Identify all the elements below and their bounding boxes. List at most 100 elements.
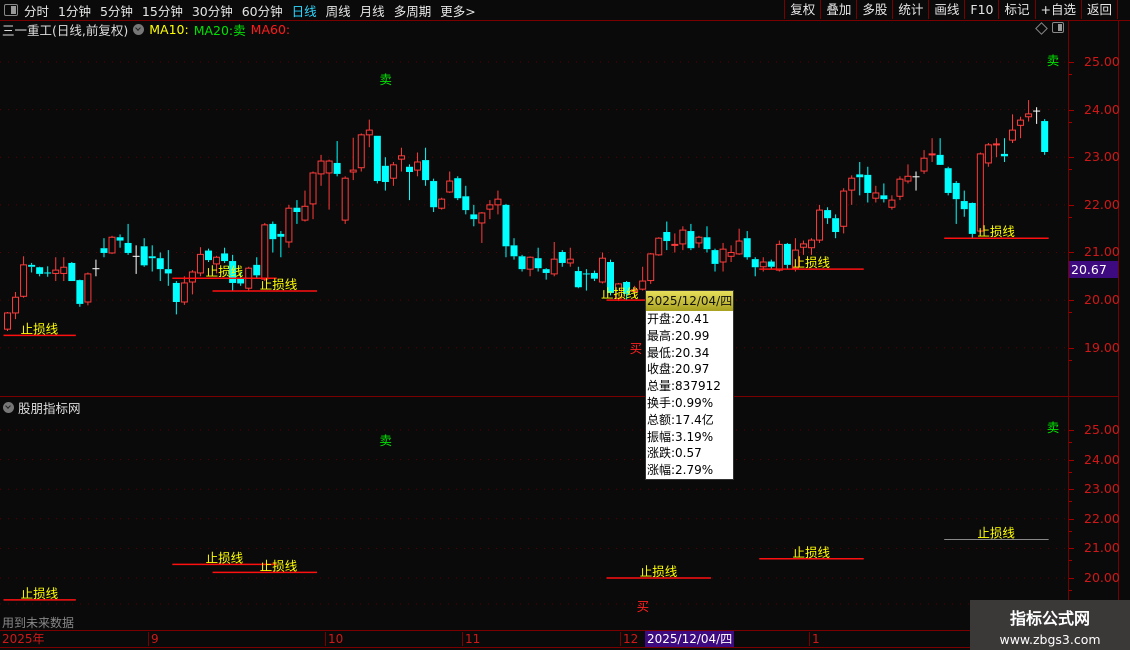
- candle-body-down: [824, 210, 832, 219]
- candle-body-flat: [92, 268, 100, 270]
- price-minor-tick: [1069, 501, 1072, 503]
- chart-title-bar: 三一重工(日线,前复权) MA10: MA20:卖 MA60:: [2, 21, 290, 38]
- indicator-pane-title: 股朋指标网: [2, 398, 81, 417]
- tooltip-row: 最高:20.99: [647, 328, 710, 343]
- period-tabs: 分时 1分钟 5分钟 15分钟 30分钟 60分钟 日线 周线 月线 多周期 更多>: [24, 1, 485, 20]
- candle-body-down: [140, 246, 148, 266]
- toolbar-button[interactable]: 标记: [998, 0, 1034, 19]
- candle-body-up: [759, 261, 767, 268]
- candle-body-down: [381, 165, 389, 183]
- price-tick: [1069, 62, 1074, 63]
- price-minor-tick: [1069, 560, 1072, 562]
- toolbar-button[interactable]: 叠加: [820, 0, 856, 19]
- period-tab[interactable]: 分时: [24, 3, 50, 19]
- period-tab[interactable]: 30分钟: [191, 3, 233, 19]
- candle-body-down: [237, 278, 245, 284]
- period-tab[interactable]: 日线: [291, 3, 317, 19]
- candle-body-up: [4, 312, 11, 330]
- candle-body-down: [832, 218, 840, 233]
- candle-body-down: [205, 250, 212, 261]
- period-tab[interactable]: 60分钟: [241, 3, 283, 19]
- candle-body-up: [478, 212, 486, 224]
- price-minor-tick: [1069, 359, 1072, 361]
- price-tick: [1069, 204, 1074, 206]
- price-tick-label: 22.00: [1084, 196, 1120, 212]
- price-tick: [1069, 578, 1074, 579]
- price-tick-label: 21.00: [1084, 540, 1120, 556]
- candle-body-down: [28, 264, 36, 267]
- candle-body-down: [293, 207, 301, 213]
- candle-body-up: [695, 236, 703, 244]
- ma20-label: MA20:卖: [194, 20, 246, 39]
- period-tab[interactable]: 15分钟: [141, 3, 183, 19]
- candle-body-down: [333, 162, 341, 174]
- candle-body-up: [389, 164, 397, 179]
- chevron-down-icon[interactable]: [133, 24, 145, 35]
- candle-body-up: [438, 198, 446, 209]
- period-tab[interactable]: 5分钟: [99, 3, 133, 19]
- candle-body-up: [180, 282, 188, 303]
- candle-body-up: [679, 229, 687, 245]
- period-tab[interactable]: 1分钟: [58, 3, 91, 19]
- pane-toggle-icon[interactable]: [1052, 22, 1064, 33]
- price-tick: [1069, 252, 1074, 254]
- candle-body-up: [639, 280, 647, 290]
- price-tick-label: 22.00: [1084, 510, 1120, 526]
- price-tick: [1069, 548, 1074, 550]
- stop-loss-label: 止损线: [977, 224, 1015, 239]
- last-price-tag: 20.67: [1069, 261, 1118, 278]
- toolbar-button[interactable]: 画线: [928, 0, 964, 19]
- date-label: 11: [462, 632, 480, 646]
- candle-body-up: [526, 256, 534, 270]
- candle-body-up: [357, 134, 365, 169]
- candle-body-down: [743, 238, 751, 258]
- candle-body-up: [1017, 119, 1025, 126]
- candle-body-up: [888, 199, 896, 208]
- candle-body-up: [920, 157, 928, 172]
- candle-body-down: [703, 237, 711, 250]
- date-label: 12: [620, 632, 638, 646]
- chevron-down-icon[interactable]: [3, 402, 14, 413]
- price-minor-tick: [1069, 169, 1072, 171]
- ma60-label: MA60:: [250, 22, 291, 37]
- stop-loss-label: 止损线: [793, 545, 831, 560]
- period-tab[interactable]: 月线: [359, 3, 385, 19]
- toolbar-button[interactable]: 复权: [784, 0, 820, 19]
- candle-body-flat: [1033, 110, 1041, 112]
- pane-divider[interactable]: [0, 396, 1118, 397]
- candle-body-down: [156, 258, 164, 270]
- layout-toggle-icon[interactable]: [4, 4, 18, 16]
- period-tab[interactable]: 周线: [325, 3, 351, 19]
- candle-body-down: [124, 242, 132, 253]
- tooltip-row: 开盘:20.41: [647, 312, 710, 326]
- sell-signal: 卖: [379, 72, 392, 87]
- toolbar-button[interactable]: +自选: [1034, 0, 1081, 19]
- candle-body-down: [510, 245, 518, 257]
- price-minor-tick: [1069, 216, 1072, 218]
- tooltip-row: 振幅:3.19%: [647, 429, 714, 444]
- candle-body-down: [470, 214, 478, 220]
- price-tick: [1069, 489, 1074, 491]
- period-tab[interactable]: 更多>: [440, 3, 476, 19]
- toolbar-buttons: 复权 叠加 多股 统计 画线 F10 标记 +自选 返回: [784, 0, 1118, 20]
- toolbar-button[interactable]: F10: [964, 0, 998, 19]
- toolbar-button[interactable]: 统计: [892, 0, 928, 19]
- tooltip-row: 涨跌:0.57: [647, 446, 702, 461]
- period-tab[interactable]: 多周期: [393, 3, 432, 19]
- candle-body-down: [968, 202, 976, 234]
- candle-body-down: [518, 256, 526, 270]
- toolbar-button[interactable]: 返回: [1080, 0, 1118, 19]
- candle-body-up: [285, 207, 293, 243]
- stop-loss-label: 止损线: [21, 321, 59, 336]
- stop-loss-label: 止损线: [640, 564, 678, 579]
- candle-body-up: [60, 266, 68, 274]
- candle-body-up: [727, 251, 735, 257]
- stop-loss-label: 止损线: [977, 526, 1015, 541]
- toolbar-button[interactable]: 多股: [856, 0, 892, 19]
- candle-body-up: [301, 205, 309, 221]
- tooltip-row: 最低:20.34: [647, 345, 710, 360]
- candle-body-up: [904, 175, 912, 182]
- candle-body-flat: [132, 255, 140, 257]
- candle-body-down: [663, 232, 671, 242]
